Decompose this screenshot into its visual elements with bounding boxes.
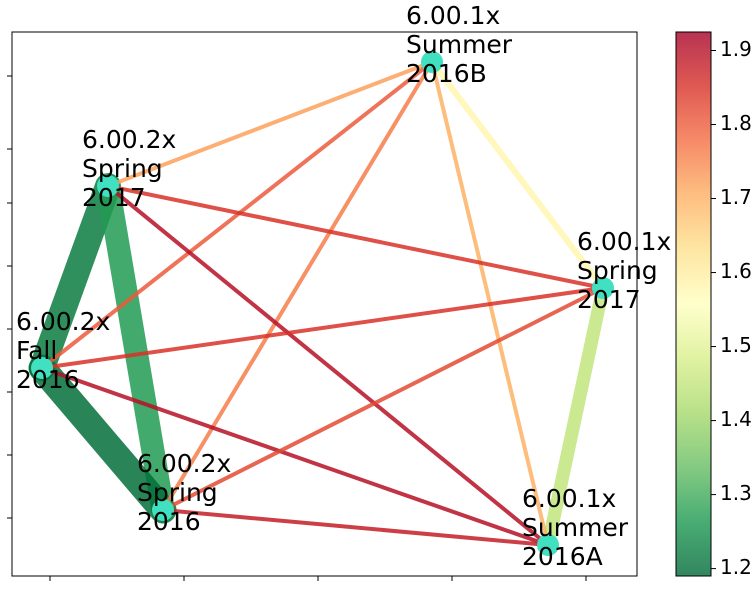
edge — [106, 184, 605, 290]
edge — [40, 286, 605, 370]
node-label: 6.00.1x — [406, 1, 500, 30]
edge — [96, 174, 175, 522]
node-label: 6.00.2x — [16, 307, 110, 336]
node — [592, 277, 614, 299]
colorbar-tick-label: 1.6 — [720, 259, 751, 283]
node-label: 6.00.1x — [522, 484, 616, 513]
edge — [541, 281, 610, 552]
node-label: 2016 — [137, 507, 201, 536]
colorbar-tick-label: 1.3 — [720, 481, 751, 505]
edge — [161, 286, 605, 512]
node-label: 2017 — [82, 183, 146, 212]
node-label: 2016A — [522, 542, 603, 571]
edge — [29, 173, 121, 381]
node-label: 2017 — [577, 285, 641, 314]
node-label: Spring — [82, 154, 163, 183]
edge — [161, 508, 550, 547]
edge — [28, 354, 177, 524]
node-label: 2016 — [16, 365, 80, 394]
colorbar-tick-label: 1.7 — [720, 185, 751, 209]
node-label: 2016B — [406, 59, 487, 88]
colorbar-tick-label: 1.4 — [720, 407, 751, 431]
node-label: 6.00.2x — [82, 125, 176, 154]
node-label: Fall — [16, 336, 57, 365]
node — [97, 175, 119, 197]
node-label: Spring — [577, 256, 658, 285]
node — [537, 534, 559, 556]
node — [31, 357, 53, 379]
edge — [40, 366, 550, 547]
edge — [428, 58, 607, 292]
node-label: 6.00.1x — [577, 227, 671, 256]
edge — [106, 184, 550, 547]
node-label: Spring — [137, 478, 218, 507]
node-label: Summer — [406, 30, 513, 59]
node — [152, 499, 174, 521]
node-label: Summer — [522, 513, 629, 542]
colorbar-tick-label: 1.2 — [720, 555, 751, 579]
node-label: 6.00.2x — [137, 449, 231, 478]
node — [421, 51, 443, 73]
colorbar-tick-label: 1.9 — [720, 37, 751, 61]
colorbar-tick-label: 1.5 — [720, 333, 751, 357]
colorbar-tick-label: 1.8 — [720, 111, 751, 135]
colorbar — [675, 31, 712, 577]
plot-frame — [11, 31, 638, 577]
edge — [161, 60, 434, 512]
edge — [40, 60, 434, 370]
edge — [106, 60, 434, 188]
